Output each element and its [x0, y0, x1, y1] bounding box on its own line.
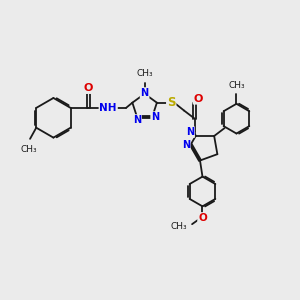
- Text: S: S: [167, 96, 176, 109]
- Text: CH₃: CH₃: [136, 69, 153, 78]
- Text: N: N: [141, 88, 149, 98]
- Text: N: N: [133, 115, 141, 125]
- Text: N: N: [151, 112, 159, 122]
- Text: O: O: [194, 94, 203, 104]
- Text: O: O: [198, 213, 207, 223]
- Text: CH₃: CH₃: [171, 222, 188, 231]
- Text: CH₃: CH₃: [20, 145, 37, 154]
- Text: O: O: [84, 83, 93, 93]
- Text: CH₃: CH₃: [228, 81, 245, 90]
- Text: N: N: [182, 140, 190, 149]
- Text: NH: NH: [100, 103, 117, 113]
- Text: N: N: [186, 127, 194, 137]
